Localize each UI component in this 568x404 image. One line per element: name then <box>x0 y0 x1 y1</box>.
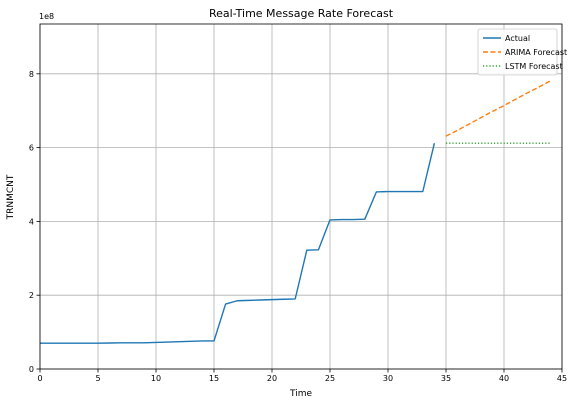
grid <box>39 24 563 370</box>
x-tick-label: 10 <box>151 374 161 383</box>
legend-entry: Actual <box>505 34 530 43</box>
ticks: 0 5 10 15 20 25 30 35 40 45 0 2 4 6 8 <box>29 70 567 383</box>
legend-entry: ARIMA Forecast <box>505 48 567 57</box>
y-axis-label: TRNMCNT <box>6 174 16 220</box>
series-line-actual <box>40 143 436 344</box>
x-tick-label: 15 <box>209 374 219 383</box>
x-tick-label: 45 <box>557 374 567 383</box>
x-tick-label: 20 <box>267 374 277 383</box>
x-tick-label: 0 <box>37 374 42 383</box>
x-tick-label: 30 <box>383 374 393 383</box>
series-layer <box>40 80 551 344</box>
x-tick-label: 40 <box>499 374 509 383</box>
legend-entry: LSTM Forecast <box>505 62 563 71</box>
y-tick-label: 0 <box>29 365 34 374</box>
legend-box <box>477 28 558 76</box>
x-tick-label: 25 <box>325 374 335 383</box>
legend: Actual ARIMA Forecast LSTM Forecast <box>477 28 567 76</box>
y-tick-label: 2 <box>29 291 34 300</box>
x-tick-label: 35 <box>441 374 451 383</box>
y-tick-label: 4 <box>29 217 34 226</box>
y-tick-label: 8 <box>29 70 34 79</box>
x-tick-label: 5 <box>95 374 100 383</box>
series-line-arima-forecast <box>445 80 551 137</box>
chart-title: Real-Time Message Rate Forecast <box>209 7 394 20</box>
y-offset-text: 1e8 <box>39 12 54 21</box>
plot-frame <box>39 23 563 370</box>
x-axis-label: Time <box>289 389 312 399</box>
y-tick-label: 6 <box>29 144 34 153</box>
